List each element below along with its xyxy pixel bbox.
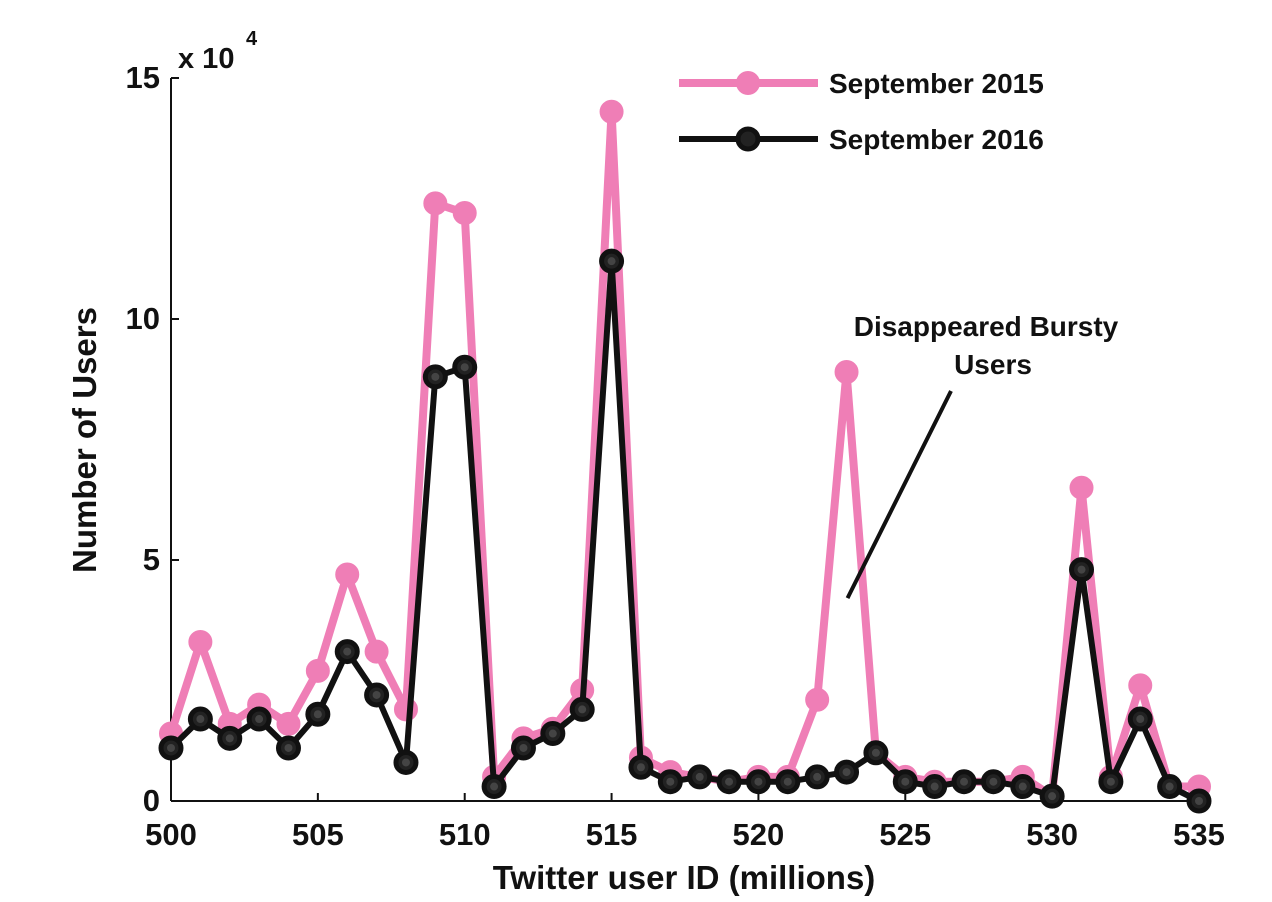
series-2-point-core-500 bbox=[167, 743, 175, 752]
x-axis-label: Twitter user ID (millions) bbox=[493, 859, 876, 896]
legend-label-2: September 2016 bbox=[829, 124, 1044, 155]
series-1-point-515 bbox=[599, 99, 624, 124]
series-2-point-core-524 bbox=[871, 748, 880, 757]
series-1-point-507 bbox=[364, 639, 389, 664]
legend-marker-2 bbox=[735, 126, 761, 152]
x-tick-label-500: 500 bbox=[145, 817, 197, 852]
series-2-point-core-519 bbox=[725, 777, 734, 786]
series-2-point-core-501 bbox=[196, 715, 205, 724]
series-2-point-core-513 bbox=[548, 729, 557, 738]
series-2-point-core-534 bbox=[1165, 782, 1174, 791]
y-axis-label: Number of Users bbox=[66, 307, 103, 573]
x-tick-label-530: 530 bbox=[1026, 817, 1078, 852]
series-2-point-core-504 bbox=[284, 743, 293, 752]
series-1-point-522 bbox=[805, 687, 830, 712]
annotation-pointer-line bbox=[845, 390, 953, 599]
series-1-point-523 bbox=[834, 360, 859, 385]
series-1-point-501 bbox=[188, 629, 213, 654]
x-tick-label-515: 515 bbox=[586, 817, 638, 852]
series-2-point-core-510 bbox=[460, 363, 469, 372]
series-2-point-core-502 bbox=[225, 734, 234, 743]
series-2-point-core-527 bbox=[960, 777, 969, 786]
y-tick-label-10: 10 bbox=[126, 301, 160, 336]
annotation-line-1: Disappeared Bursty bbox=[854, 311, 1119, 342]
series-2-point-core-531 bbox=[1077, 565, 1086, 574]
series-2-point-core-508 bbox=[401, 758, 410, 767]
y-tick-label-0: 0 bbox=[143, 783, 160, 818]
series-1-point-506 bbox=[335, 562, 360, 587]
series-2-point-core-526 bbox=[930, 782, 939, 791]
axes-layer bbox=[170, 77, 1200, 802]
series-2-point-core-518 bbox=[695, 772, 704, 781]
series-2-point-core-503 bbox=[255, 715, 264, 724]
series-2-point-core-532 bbox=[1106, 777, 1115, 786]
series-1-point-510 bbox=[452, 200, 477, 225]
series-2-point-core-530 bbox=[1048, 792, 1057, 801]
series-2-point-core-516 bbox=[636, 763, 645, 772]
series-2-point-core-525 bbox=[901, 777, 910, 786]
series-2-point-core-509 bbox=[431, 372, 440, 381]
series-2-point-core-507 bbox=[372, 690, 381, 699]
series-2-point-core-522 bbox=[813, 772, 822, 781]
y-multiplier-label: x 10 bbox=[178, 43, 234, 75]
series-1-point-504 bbox=[276, 711, 301, 736]
series-2-point-core-523 bbox=[842, 768, 851, 777]
series-2-point-core-535 bbox=[1195, 797, 1203, 805]
series-1-point-531 bbox=[1069, 475, 1094, 500]
x-tick-label-525: 525 bbox=[879, 817, 931, 852]
series-2-point-core-521 bbox=[783, 777, 792, 786]
x-tick-label-535: 535 bbox=[1173, 817, 1225, 852]
series-1-point-508 bbox=[393, 697, 418, 722]
series-2-point-core-514 bbox=[578, 705, 587, 714]
series-2-point-core-505 bbox=[313, 710, 322, 719]
x-tick-label-510: 510 bbox=[439, 817, 491, 852]
series-2-point-core-533 bbox=[1136, 715, 1145, 724]
legend-marker-1 bbox=[736, 71, 760, 95]
series-2-point-core-512 bbox=[519, 743, 528, 752]
y-tick-label-15: 15 bbox=[126, 60, 160, 95]
annotation-line-2: Users bbox=[954, 349, 1032, 380]
legend-label-1: September 2015 bbox=[829, 68, 1044, 99]
annotation-layer: Disappeared Bursty Users bbox=[845, 311, 1119, 599]
series-2-point-core-517 bbox=[666, 777, 675, 786]
series-2-point-core-520 bbox=[754, 777, 763, 786]
y-multiplier-exponent: 4 bbox=[246, 28, 258, 50]
legend: September 2015 September 2016 bbox=[679, 68, 1044, 155]
series-1-point-533 bbox=[1128, 673, 1153, 698]
series-2-point-core-506 bbox=[343, 647, 352, 656]
series-layer bbox=[158, 99, 1212, 814]
y-tick-label-5: 5 bbox=[143, 542, 160, 577]
series-1-point-505 bbox=[305, 658, 330, 683]
x-tick-label-505: 505 bbox=[292, 817, 344, 852]
series-1-point-509 bbox=[423, 191, 448, 216]
x-tick-label-520: 520 bbox=[733, 817, 785, 852]
series-2-point-core-511 bbox=[490, 782, 499, 791]
series-2-point-core-515 bbox=[607, 257, 616, 266]
series-2-point-core-529 bbox=[1018, 782, 1027, 791]
series-2-point-core-528 bbox=[989, 777, 998, 786]
